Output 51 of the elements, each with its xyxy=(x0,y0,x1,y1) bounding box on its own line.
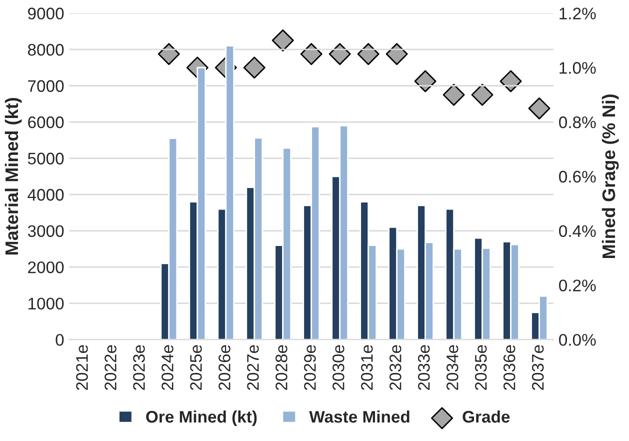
x-tick-label: 2031e xyxy=(361,345,373,390)
y2-tick-label: 0.2% xyxy=(559,280,596,292)
y-tick-label: 1000 xyxy=(28,298,64,310)
y-tick-label: 3000 xyxy=(28,225,64,237)
y2-tick-label: 0.4% xyxy=(559,225,596,237)
y-tick-label: 7000 xyxy=(28,80,64,92)
x-tick-label: 2030e xyxy=(332,345,344,390)
point xyxy=(243,56,266,79)
y-axis-title: Material Mined (kt) xyxy=(4,98,22,254)
y2-tick-label: 1.0% xyxy=(560,62,596,74)
y2-tick-label: 0.8% xyxy=(559,116,596,128)
y-tick-label: 0 xyxy=(56,334,64,346)
x-tick-label: 2024e xyxy=(162,345,174,390)
x-tick-label: 2035e xyxy=(474,345,487,390)
y-tick-label: 4000 xyxy=(28,188,64,201)
y2-tick-label: 1.2% xyxy=(560,8,596,20)
legend-label: Grade xyxy=(462,410,510,423)
y-tick-label: 2000 xyxy=(28,261,64,274)
x-tick-label: 2023e xyxy=(133,345,145,390)
x-tick-label: 2036e xyxy=(503,345,516,390)
y2-tick-label: 0.0% xyxy=(559,334,596,346)
point xyxy=(442,84,465,106)
x-tick-label: 2034e xyxy=(446,345,458,390)
y2-tick-label: 0.6% xyxy=(559,170,596,183)
y2-axis-title: Mined Grage (% Ni) xyxy=(602,94,619,258)
y-tick-label: 6000 xyxy=(28,116,64,128)
x-tick-label: 2025e xyxy=(190,345,202,390)
point xyxy=(471,84,494,106)
x-tick-label: 2021e xyxy=(76,345,88,390)
point xyxy=(328,43,351,66)
point xyxy=(414,70,436,92)
point xyxy=(386,43,408,66)
y-tick-label: 9000 xyxy=(28,8,64,20)
point xyxy=(272,29,294,52)
x-tick-label: 2027e xyxy=(247,345,259,390)
x-tick-label: 2022e xyxy=(104,345,116,390)
x-tick-label: 2026e xyxy=(218,345,230,390)
y-tick-label: 5000 xyxy=(28,152,64,164)
legend-label: Ore Mined (kt) xyxy=(146,410,257,426)
legend-label: Waste Mined xyxy=(309,410,410,423)
x-tick-label: 2037e xyxy=(532,345,544,390)
point xyxy=(357,43,380,66)
point xyxy=(528,97,550,120)
point xyxy=(500,70,522,92)
x-tick-label: 2032e xyxy=(389,345,402,390)
y-tick-label: 8000 xyxy=(28,44,64,56)
x-tick-label: 2028e xyxy=(276,345,288,390)
point xyxy=(158,43,180,66)
x-tick-label: 2029e xyxy=(304,345,316,390)
point xyxy=(300,43,322,66)
x-tick-label: 2033e xyxy=(418,345,430,390)
